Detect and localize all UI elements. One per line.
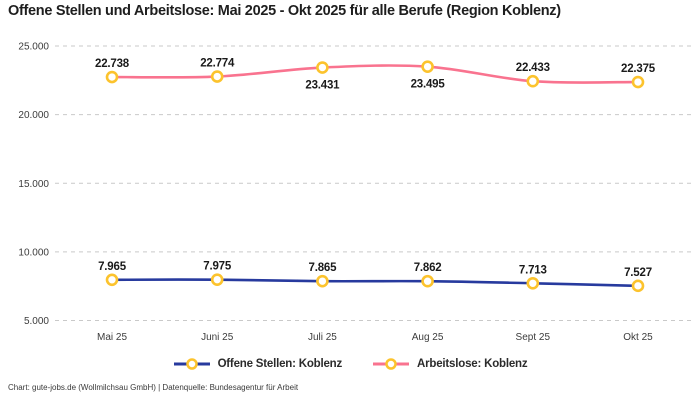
data-point-label: 22.774 xyxy=(200,58,235,70)
x-tick-label: Mai 25 xyxy=(97,332,127,343)
data-point-label: 22.375 xyxy=(621,63,656,75)
y-tick-label: 10.000 xyxy=(18,247,49,258)
data-point-label: 7.975 xyxy=(203,261,232,273)
data-point-marker xyxy=(105,70,119,84)
legend-label: Arbeitslose: Koblenz xyxy=(417,358,528,370)
data-point-label: 7.965 xyxy=(98,261,127,273)
series-line-0 xyxy=(110,278,640,288)
data-point-label: 22.433 xyxy=(516,62,550,74)
x-tick-label: Okt 25 xyxy=(623,332,653,343)
chart-credit: Chart: gute-jobs.de (Wollmilchsau GmbH) … xyxy=(8,383,299,392)
legend-line-marker-icon xyxy=(173,358,210,370)
data-point-marker xyxy=(526,276,540,290)
data-point-label: 22.738 xyxy=(95,58,130,70)
data-point-label: 23.495 xyxy=(411,79,446,91)
legend-item-offene-stellen: Offene Stellen: Koblenz xyxy=(173,357,342,371)
data-point-label: 7.527 xyxy=(624,267,652,279)
chart-legend: Offene Stellen: Koblenz Arbeitslose: Kob… xyxy=(0,357,700,371)
legend-line-marker-icon xyxy=(373,358,410,370)
x-tick-label: Aug 25 xyxy=(412,332,444,343)
data-point-label: 7.865 xyxy=(309,262,338,274)
x-tick-label: Sept 25 xyxy=(516,332,551,343)
data-point-marker xyxy=(210,273,224,286)
y-tick-label: 20.000 xyxy=(18,110,49,121)
data-point-marker xyxy=(526,74,540,88)
series-line-1 xyxy=(110,64,640,84)
data-point-marker xyxy=(631,279,645,293)
legend-label: Offene Stellen: Koblenz xyxy=(217,358,343,370)
chart-title: Offene Stellen und Arbeitslose: Mai 2025… xyxy=(8,3,561,19)
y-tick-label: 25.000 xyxy=(18,42,49,53)
data-point-marker xyxy=(316,61,329,74)
data-point-label: 23.431 xyxy=(305,80,340,92)
y-tick-label: 5.000 xyxy=(24,316,49,327)
y-tick-label: 15.000 xyxy=(18,179,49,190)
data-point-marker xyxy=(421,60,434,73)
data-point-marker xyxy=(631,75,645,89)
legend-item-arbeitslose: Arbeitslose: Koblenz xyxy=(372,357,528,371)
data-point-marker xyxy=(210,70,224,83)
data-point-label: 7.862 xyxy=(414,262,442,274)
data-point-marker xyxy=(421,274,434,288)
data-point-marker xyxy=(316,274,329,288)
data-point-label: 7.713 xyxy=(519,264,547,276)
data-point-marker xyxy=(105,273,119,287)
x-tick-label: Juni 25 xyxy=(201,332,234,343)
x-tick-label: Juli 25 xyxy=(308,332,337,343)
